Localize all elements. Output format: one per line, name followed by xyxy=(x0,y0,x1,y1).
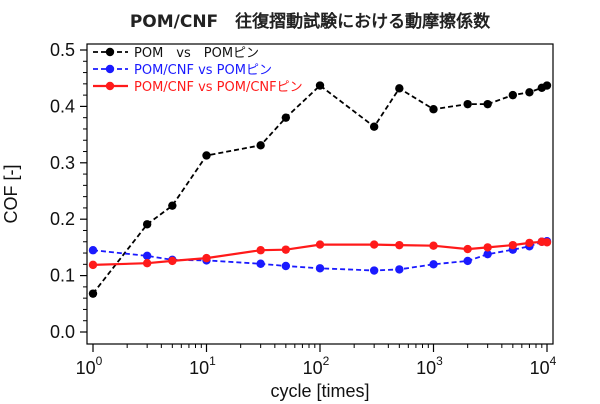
x-tick-label: 103 xyxy=(416,354,443,378)
data-point xyxy=(256,259,265,268)
data-point xyxy=(142,251,152,261)
series-3 xyxy=(88,237,552,270)
data-point xyxy=(256,246,265,255)
x-tick-exponent: 0 xyxy=(96,354,103,368)
y-tick-label: 0.2 xyxy=(50,209,75,229)
legend: POM vs POMピン POM/CNF vs POMピン POM/CNF vs P… xyxy=(93,46,303,95)
data-point xyxy=(315,81,325,90)
data-point xyxy=(429,241,438,250)
x-tick-label: 100 xyxy=(76,354,103,378)
data-point xyxy=(281,113,291,122)
data-point xyxy=(281,261,291,271)
data-point xyxy=(88,246,98,255)
legend-marker xyxy=(105,64,115,74)
data-point xyxy=(542,81,552,90)
x-tick-label: 102 xyxy=(303,354,330,378)
x-tick-exponent: 2 xyxy=(323,354,330,368)
data-point xyxy=(525,88,534,97)
y-axis: 0.0 0.1 0.2 0.3 0.4 0.5 xyxy=(50,40,87,342)
data-point xyxy=(168,256,177,266)
data-point xyxy=(508,90,518,100)
x-tick-label: 101 xyxy=(189,354,216,378)
data-point xyxy=(315,240,325,249)
x-tick-base: 10 xyxy=(189,358,209,378)
legend-marker xyxy=(105,47,115,57)
series-line xyxy=(92,240,548,266)
x-tick-base: 10 xyxy=(416,358,436,378)
data-point xyxy=(508,240,518,250)
y-tick-label: 0.4 xyxy=(50,96,75,116)
series-1 xyxy=(88,81,552,298)
legend-label: POM/CNF vs POMピン xyxy=(134,63,272,78)
legend-label: POM/CNF vs POM/CNFピン xyxy=(134,80,303,95)
series-line xyxy=(92,84,548,295)
y-tick-label: 0.0 xyxy=(50,322,75,342)
data-point xyxy=(142,258,152,268)
data-point xyxy=(395,265,404,274)
data-point xyxy=(202,253,211,263)
data-point xyxy=(525,238,534,248)
data-point xyxy=(395,84,404,93)
data-point xyxy=(369,240,379,249)
x-tick-base: 10 xyxy=(303,358,323,378)
data-point xyxy=(483,243,492,252)
data-point xyxy=(142,220,152,229)
data-point xyxy=(483,99,492,109)
data-point xyxy=(429,260,438,269)
x-tick-label: 104 xyxy=(530,354,557,378)
x-tick-exponent: 3 xyxy=(436,354,443,368)
x-axis: 100 101 102 103 104 xyxy=(76,344,557,378)
y-tick-label: 0.3 xyxy=(50,153,75,173)
y-axis-label: COF [-] xyxy=(1,165,21,224)
data-point xyxy=(256,141,265,150)
data-point xyxy=(88,260,98,270)
legend-label: POM vs POMピン xyxy=(134,46,259,61)
data-point xyxy=(369,266,379,275)
data-point xyxy=(463,99,472,109)
x-axis-label: cycle [times] xyxy=(270,381,369,401)
data-point xyxy=(369,122,379,131)
y-tick-label: 0.1 xyxy=(50,266,75,286)
data-point xyxy=(281,245,291,254)
legend-marker xyxy=(105,81,115,91)
data-point xyxy=(168,201,177,210)
data-point xyxy=(315,264,325,273)
data-point xyxy=(202,151,211,160)
data-point xyxy=(483,249,492,259)
x-tick-exponent: 1 xyxy=(209,354,216,368)
x-tick-base: 10 xyxy=(530,358,550,378)
data-point xyxy=(542,238,552,247)
y-tick-label: 0.5 xyxy=(50,40,75,60)
data-point xyxy=(463,256,472,266)
x-tick-base: 10 xyxy=(76,358,96,378)
data-point xyxy=(429,105,438,114)
chart-title: POM/CNF 往復摺動試験における動摩擦係数 xyxy=(130,11,491,32)
data-point xyxy=(463,244,472,254)
x-tick-exponent: 4 xyxy=(550,354,557,368)
series-layer xyxy=(88,81,552,298)
data-point xyxy=(88,289,98,298)
data-point xyxy=(395,240,404,250)
